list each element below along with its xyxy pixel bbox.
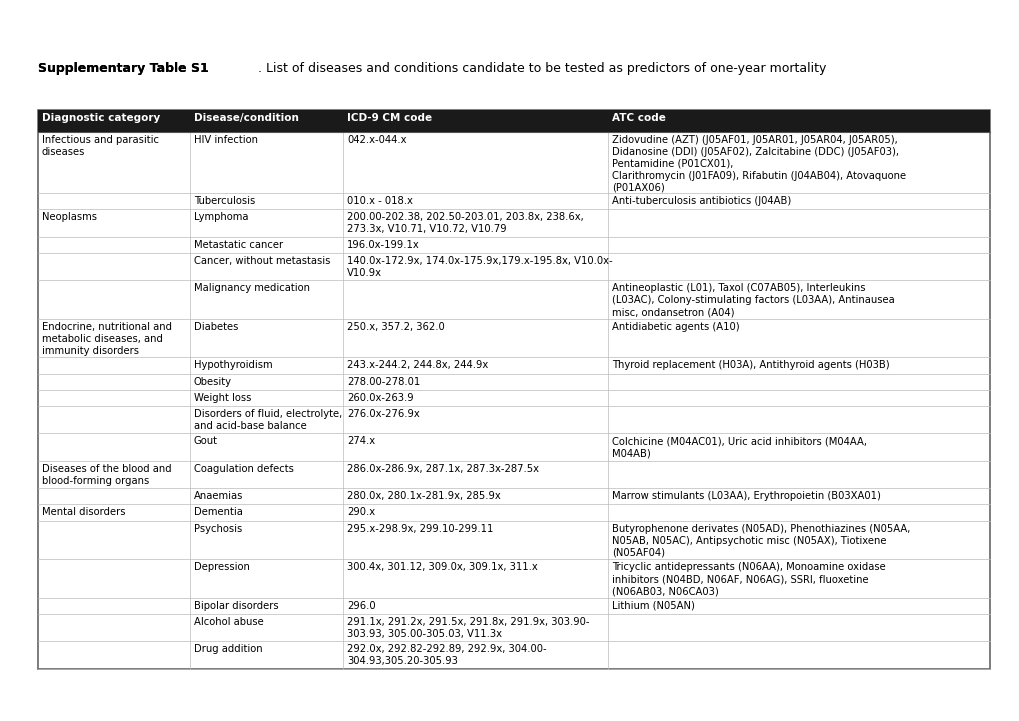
Text: Hypothyroidism: Hypothyroidism — [194, 360, 272, 371]
Text: Thyroid replacement (H03A), Antithyroid agents (H03B): Thyroid replacement (H03A), Antithyroid … — [611, 360, 889, 371]
Bar — [38, 110, 989, 669]
Text: Antidiabetic agents (A10): Antidiabetic agents (A10) — [611, 322, 739, 332]
Text: Diabetes: Diabetes — [194, 322, 238, 332]
Text: Colchicine (M04AC01), Uric acid inhibitors (M04AA,
M04AB): Colchicine (M04AC01), Uric acid inhibito… — [611, 436, 866, 459]
Text: Psychosis: Psychosis — [194, 523, 243, 534]
Text: Butyrophenone derivates (N05AD), Phenothiazines (N05AA,
N05AB, N05AC), Antipsych: Butyrophenone derivates (N05AD), Phenoth… — [611, 523, 910, 557]
Text: Coagulation defects: Coagulation defects — [194, 464, 293, 474]
Text: 280.0x, 280.1x-281.9x, 285.9x: 280.0x, 280.1x-281.9x, 285.9x — [346, 491, 500, 501]
Text: Endocrine, nutritional and
metabolic diseases, and
immunity disorders: Endocrine, nutritional and metabolic dis… — [42, 322, 172, 355]
Text: Malignancy medication: Malignancy medication — [194, 283, 310, 293]
Text: 010.x - 018.x: 010.x - 018.x — [346, 196, 413, 206]
Text: Depression: Depression — [194, 562, 250, 572]
Text: Zidovudine (AZT) (J05AF01, J05AR01, J05AR04, J05AR05),
Didanosine (DDI) (J05AF02: Zidovudine (AZT) (J05AF01, J05AR01, J05A… — [611, 135, 905, 193]
Text: Supplementary Table S1: Supplementary Table S1 — [38, 62, 209, 75]
Text: 200.00-202.38, 202.50-203.01, 203.8x, 238.6x,
273.3x, V10.71, V10.72, V10.79: 200.00-202.38, 202.50-203.01, 203.8x, 23… — [346, 212, 583, 234]
Text: Infectious and parasitic
diseases: Infectious and parasitic diseases — [42, 135, 159, 157]
Text: 243.x-244.2, 244.8x, 244.9x: 243.x-244.2, 244.8x, 244.9x — [346, 360, 488, 371]
Text: Bipolar disorders: Bipolar disorders — [194, 601, 278, 611]
Text: Neoplasms: Neoplasms — [42, 212, 97, 222]
Text: 042.x-044.x: 042.x-044.x — [346, 135, 407, 145]
Text: Mental disorders: Mental disorders — [42, 508, 125, 518]
Text: 274.x: 274.x — [346, 436, 375, 446]
Text: 276.0x-276.9x: 276.0x-276.9x — [346, 409, 420, 419]
Text: ATC code: ATC code — [611, 113, 665, 123]
Text: 250.x, 357.2, 362.0: 250.x, 357.2, 362.0 — [346, 322, 444, 332]
Text: 292.0x, 292.82-292.89, 292.9x, 304.00-
304.93,305.20-305.93: 292.0x, 292.82-292.89, 292.9x, 304.00- 3… — [346, 645, 546, 666]
Text: Lithium (N05AN): Lithium (N05AN) — [611, 601, 694, 611]
Text: . List of diseases and conditions candidate to be tested as predictors of one-ye: . List of diseases and conditions candid… — [258, 62, 825, 75]
Text: Tricyclic antidepressants (N06AA), Monoamine oxidase
inhibitors (N04BD, N06AF, N: Tricyclic antidepressants (N06AA), Monoa… — [611, 562, 884, 596]
Text: Disorders of fluid, electrolyte,
and acid-base balance: Disorders of fluid, electrolyte, and aci… — [194, 409, 342, 431]
Text: 300.4x, 301.12, 309.0x, 309.1x, 311.x: 300.4x, 301.12, 309.0x, 309.1x, 311.x — [346, 562, 537, 572]
Text: Diseases of the blood and
blood-forming organs: Diseases of the blood and blood-forming … — [42, 464, 171, 486]
Text: 140.0x-172.9x, 174.0x-175.9x,179.x-195.8x, V10.0x-
V10.9x: 140.0x-172.9x, 174.0x-175.9x,179.x-195.8… — [346, 256, 612, 278]
Text: Anaemias: Anaemias — [194, 491, 244, 501]
Text: 196.0x-199.1x: 196.0x-199.1x — [346, 239, 420, 249]
Text: Weight loss: Weight loss — [194, 393, 251, 403]
Text: Disease/condition: Disease/condition — [194, 113, 299, 123]
Text: Metastatic cancer: Metastatic cancer — [194, 239, 283, 249]
Text: Diagnostic category: Diagnostic category — [42, 113, 160, 123]
Text: Marrow stimulants (L03AA), Erythropoietin (B03XA01): Marrow stimulants (L03AA), Erythropoieti… — [611, 491, 880, 501]
Text: ICD-9 CM code: ICD-9 CM code — [346, 113, 432, 123]
Text: Anti-tuberculosis antibiotics (J04AB): Anti-tuberculosis antibiotics (J04AB) — [611, 196, 791, 206]
Text: 295.x-298.9x, 299.10-299.11: 295.x-298.9x, 299.10-299.11 — [346, 523, 493, 534]
Text: Cancer, without metastasis: Cancer, without metastasis — [194, 256, 330, 266]
Bar — [38, 110, 989, 132]
Text: 278.00-278.01: 278.00-278.01 — [346, 376, 420, 386]
Text: 290.x: 290.x — [346, 508, 375, 518]
Text: 296.0: 296.0 — [346, 601, 375, 611]
Text: Drug addition: Drug addition — [194, 645, 262, 655]
Text: HIV infection: HIV infection — [194, 135, 258, 145]
Text: Tuberculosis: Tuberculosis — [194, 196, 255, 206]
Text: 286.0x-286.9x, 287.1x, 287.3x-287.5x: 286.0x-286.9x, 287.1x, 287.3x-287.5x — [346, 464, 538, 474]
Text: Antineoplastic (L01), Taxol (C07AB05), Interleukins
(L03AC), Colony-stimulating : Antineoplastic (L01), Taxol (C07AB05), I… — [611, 283, 894, 317]
Text: Lymphoma: Lymphoma — [194, 212, 249, 222]
Text: Dementia: Dementia — [194, 508, 243, 518]
Text: 260.0x-263.9: 260.0x-263.9 — [346, 393, 414, 403]
Text: Obesity: Obesity — [194, 376, 231, 386]
Text: Supplementary Table S1: Supplementary Table S1 — [38, 62, 209, 75]
Text: Gout: Gout — [194, 436, 218, 446]
Text: 291.1x, 291.2x, 291.5x, 291.8x, 291.9x, 303.90-
303.93, 305.00-305.03, V11.3x: 291.1x, 291.2x, 291.5x, 291.8x, 291.9x, … — [346, 617, 589, 639]
Text: Alcohol abuse: Alcohol abuse — [194, 617, 264, 627]
